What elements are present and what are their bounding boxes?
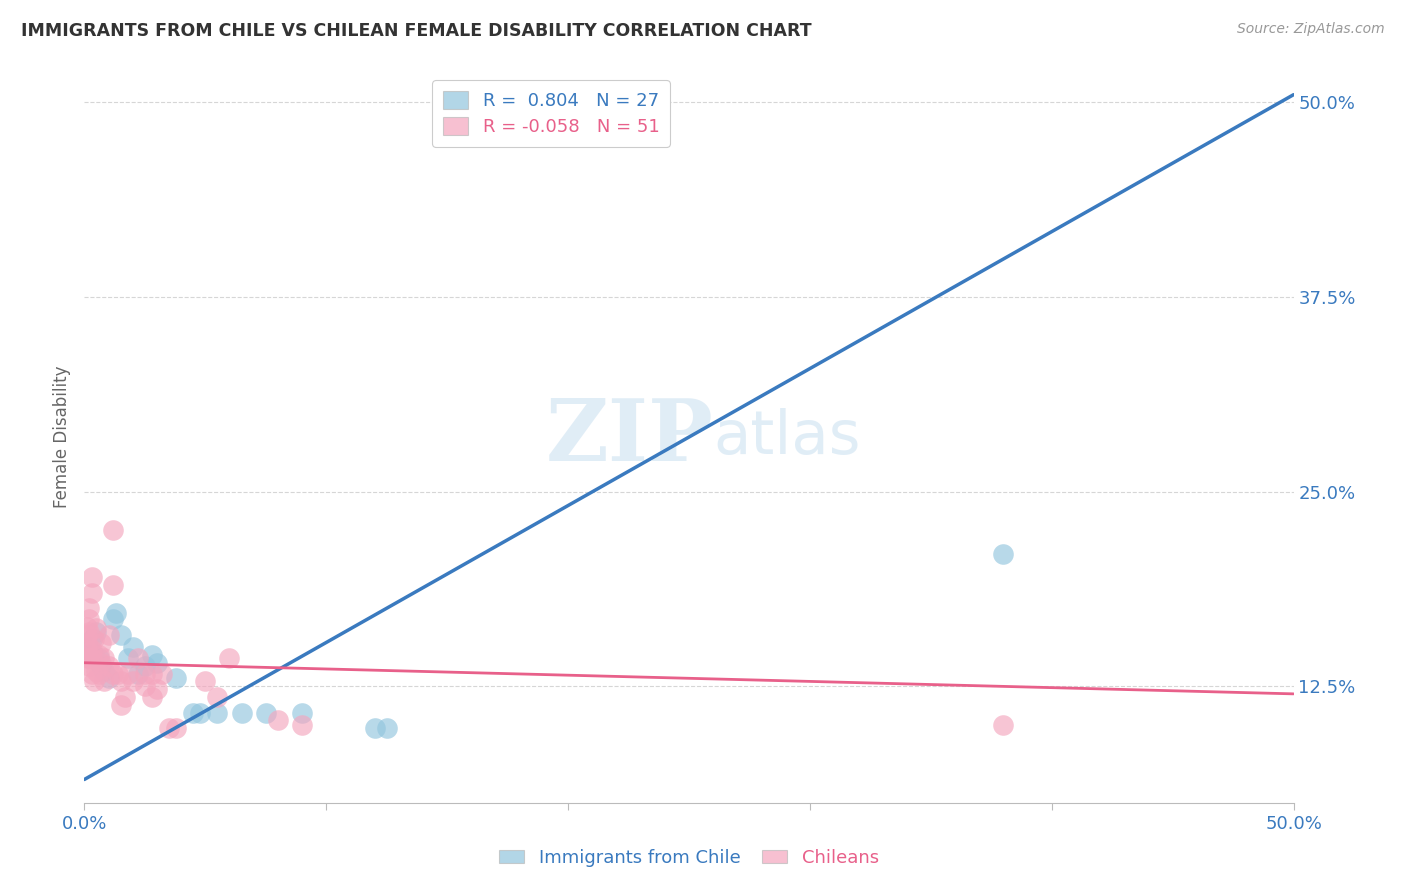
Point	[93, 651, 115, 665]
Point	[97, 658, 120, 673]
Point	[83, 648, 105, 662]
Point	[127, 666, 149, 681]
Point	[103, 612, 125, 626]
Point	[254, 706, 277, 720]
Point	[141, 690, 163, 704]
Point	[90, 656, 112, 670]
Point	[146, 656, 169, 670]
Point	[80, 651, 103, 665]
Point	[90, 658, 112, 673]
Point	[121, 674, 143, 689]
Point	[93, 664, 115, 678]
Point	[87, 666, 110, 681]
Point	[77, 651, 100, 665]
Point	[76, 635, 98, 649]
Point	[87, 648, 110, 662]
Point	[117, 666, 139, 681]
Point	[76, 620, 98, 634]
Point	[291, 718, 314, 732]
Point	[146, 682, 169, 697]
Y-axis label: Female Disability: Female Disability	[53, 366, 72, 508]
Point	[86, 664, 108, 678]
Text: ZIP: ZIP	[546, 395, 713, 479]
Point	[134, 679, 156, 693]
Point	[87, 651, 110, 665]
Point	[83, 674, 105, 689]
Point	[165, 671, 187, 685]
Point	[157, 721, 180, 735]
Point	[77, 643, 100, 657]
Point	[181, 706, 204, 720]
Point	[141, 648, 163, 662]
Point	[104, 606, 127, 620]
Point	[127, 651, 149, 665]
Point	[86, 624, 108, 639]
Point	[207, 706, 229, 720]
Point	[165, 721, 187, 735]
Point	[80, 570, 103, 584]
Point	[77, 658, 100, 673]
Point	[110, 628, 132, 642]
Point	[103, 524, 125, 538]
Point	[141, 666, 163, 681]
Point	[80, 666, 103, 681]
Legend: Immigrants from Chile, Chileans: Immigrants from Chile, Chileans	[492, 842, 886, 874]
Point	[86, 622, 108, 636]
Point	[207, 690, 229, 704]
Point	[291, 706, 314, 720]
Point	[103, 666, 125, 681]
Point	[134, 666, 156, 681]
Point	[80, 632, 103, 647]
Point	[107, 666, 129, 681]
Point	[77, 601, 100, 615]
Point	[375, 721, 398, 735]
Point	[134, 658, 156, 673]
Point	[103, 578, 125, 592]
Point	[80, 643, 103, 657]
Point	[76, 643, 98, 657]
Point	[110, 698, 132, 712]
Point	[97, 628, 120, 642]
Text: atlas: atlas	[713, 408, 860, 467]
Point	[77, 612, 100, 626]
Point	[76, 651, 98, 665]
Text: Source: ZipAtlas.com: Source: ZipAtlas.com	[1237, 22, 1385, 37]
Point	[218, 651, 240, 665]
Point	[231, 706, 253, 720]
Point	[117, 651, 139, 665]
Point	[76, 628, 98, 642]
Point	[150, 666, 173, 681]
Point	[77, 624, 100, 639]
Point	[363, 721, 385, 735]
Point	[83, 632, 105, 647]
Point	[114, 690, 136, 704]
Point	[993, 547, 1015, 561]
Point	[97, 671, 120, 685]
Point	[90, 635, 112, 649]
Point	[267, 714, 290, 728]
Point	[190, 706, 212, 720]
Point	[194, 674, 217, 689]
Text: IMMIGRANTS FROM CHILE VS CHILEAN FEMALE DISABILITY CORRELATION CHART: IMMIGRANTS FROM CHILE VS CHILEAN FEMALE …	[21, 22, 811, 40]
Point	[80, 585, 103, 599]
Point	[93, 674, 115, 689]
Point	[121, 640, 143, 655]
Point	[993, 718, 1015, 732]
Point	[110, 674, 132, 689]
